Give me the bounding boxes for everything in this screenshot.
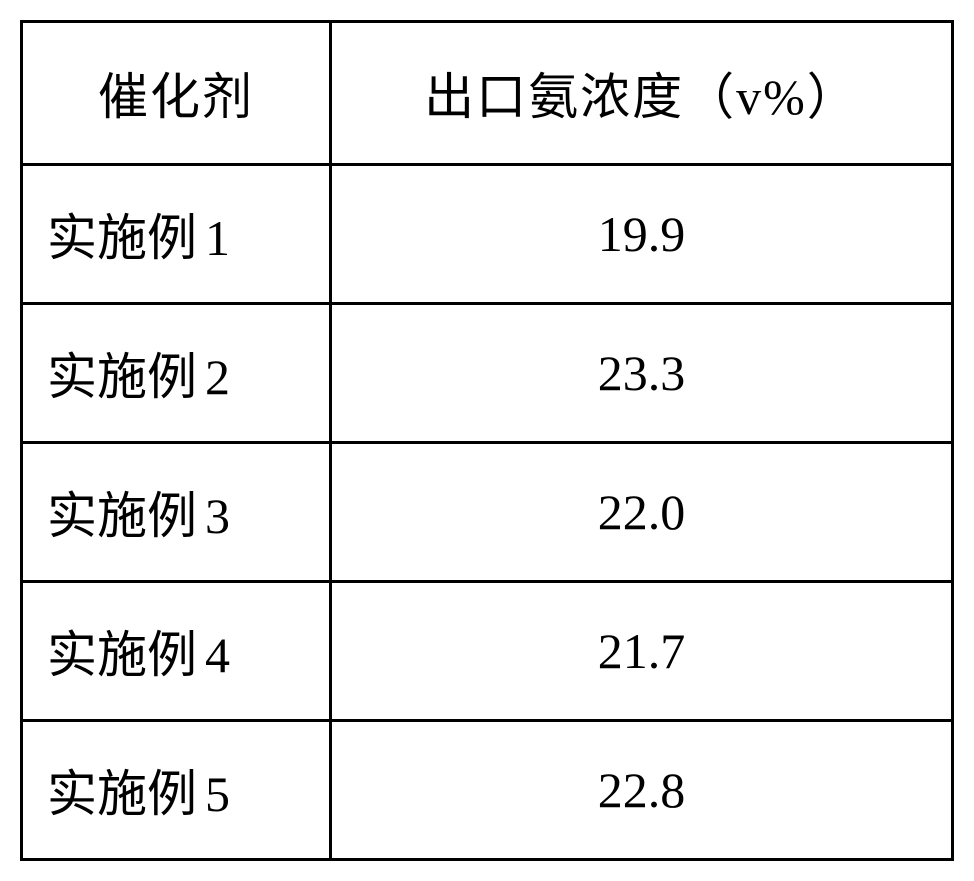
catalyst-label: 实施例 (47, 488, 197, 544)
table-row: 实施例5 22.8 (22, 721, 953, 860)
cell-catalyst: 实施例2 (22, 304, 331, 443)
table-container: 催化剂 出口氨浓度（v%） 实施例1 19.9 实施例2 23.3 实施例3 2… (0, 0, 974, 881)
table-row: 实施例3 22.0 (22, 443, 953, 582)
cell-catalyst: 实施例4 (22, 582, 331, 721)
catalyst-num: 5 (205, 766, 230, 822)
header-catalyst: 催化剂 (22, 22, 331, 165)
cell-catalyst: 实施例5 (22, 721, 331, 860)
catalyst-num: 2 (205, 349, 230, 405)
catalyst-label: 实施例 (47, 627, 197, 683)
catalyst-label: 实施例 (47, 210, 197, 266)
cell-concentration: 21.7 (330, 582, 952, 721)
catalyst-num: 3 (205, 488, 230, 544)
cell-concentration: 19.9 (330, 165, 952, 304)
table-row: 实施例1 19.9 (22, 165, 953, 304)
table-row: 实施例2 23.3 (22, 304, 953, 443)
cell-concentration: 23.3 (330, 304, 952, 443)
cell-catalyst: 实施例3 (22, 443, 331, 582)
cell-concentration: 22.8 (330, 721, 952, 860)
cell-concentration: 22.0 (330, 443, 952, 582)
cell-catalyst: 实施例1 (22, 165, 331, 304)
table-row: 实施例4 21.7 (22, 582, 953, 721)
header-concentration: 出口氨浓度（v%） (330, 22, 952, 165)
data-table: 催化剂 出口氨浓度（v%） 实施例1 19.9 实施例2 23.3 实施例3 2… (20, 20, 954, 861)
catalyst-label: 实施例 (47, 766, 197, 822)
catalyst-num: 4 (205, 627, 230, 683)
catalyst-label: 实施例 (47, 349, 197, 405)
table-header-row: 催化剂 出口氨浓度（v%） (22, 22, 953, 165)
catalyst-num: 1 (205, 210, 230, 266)
